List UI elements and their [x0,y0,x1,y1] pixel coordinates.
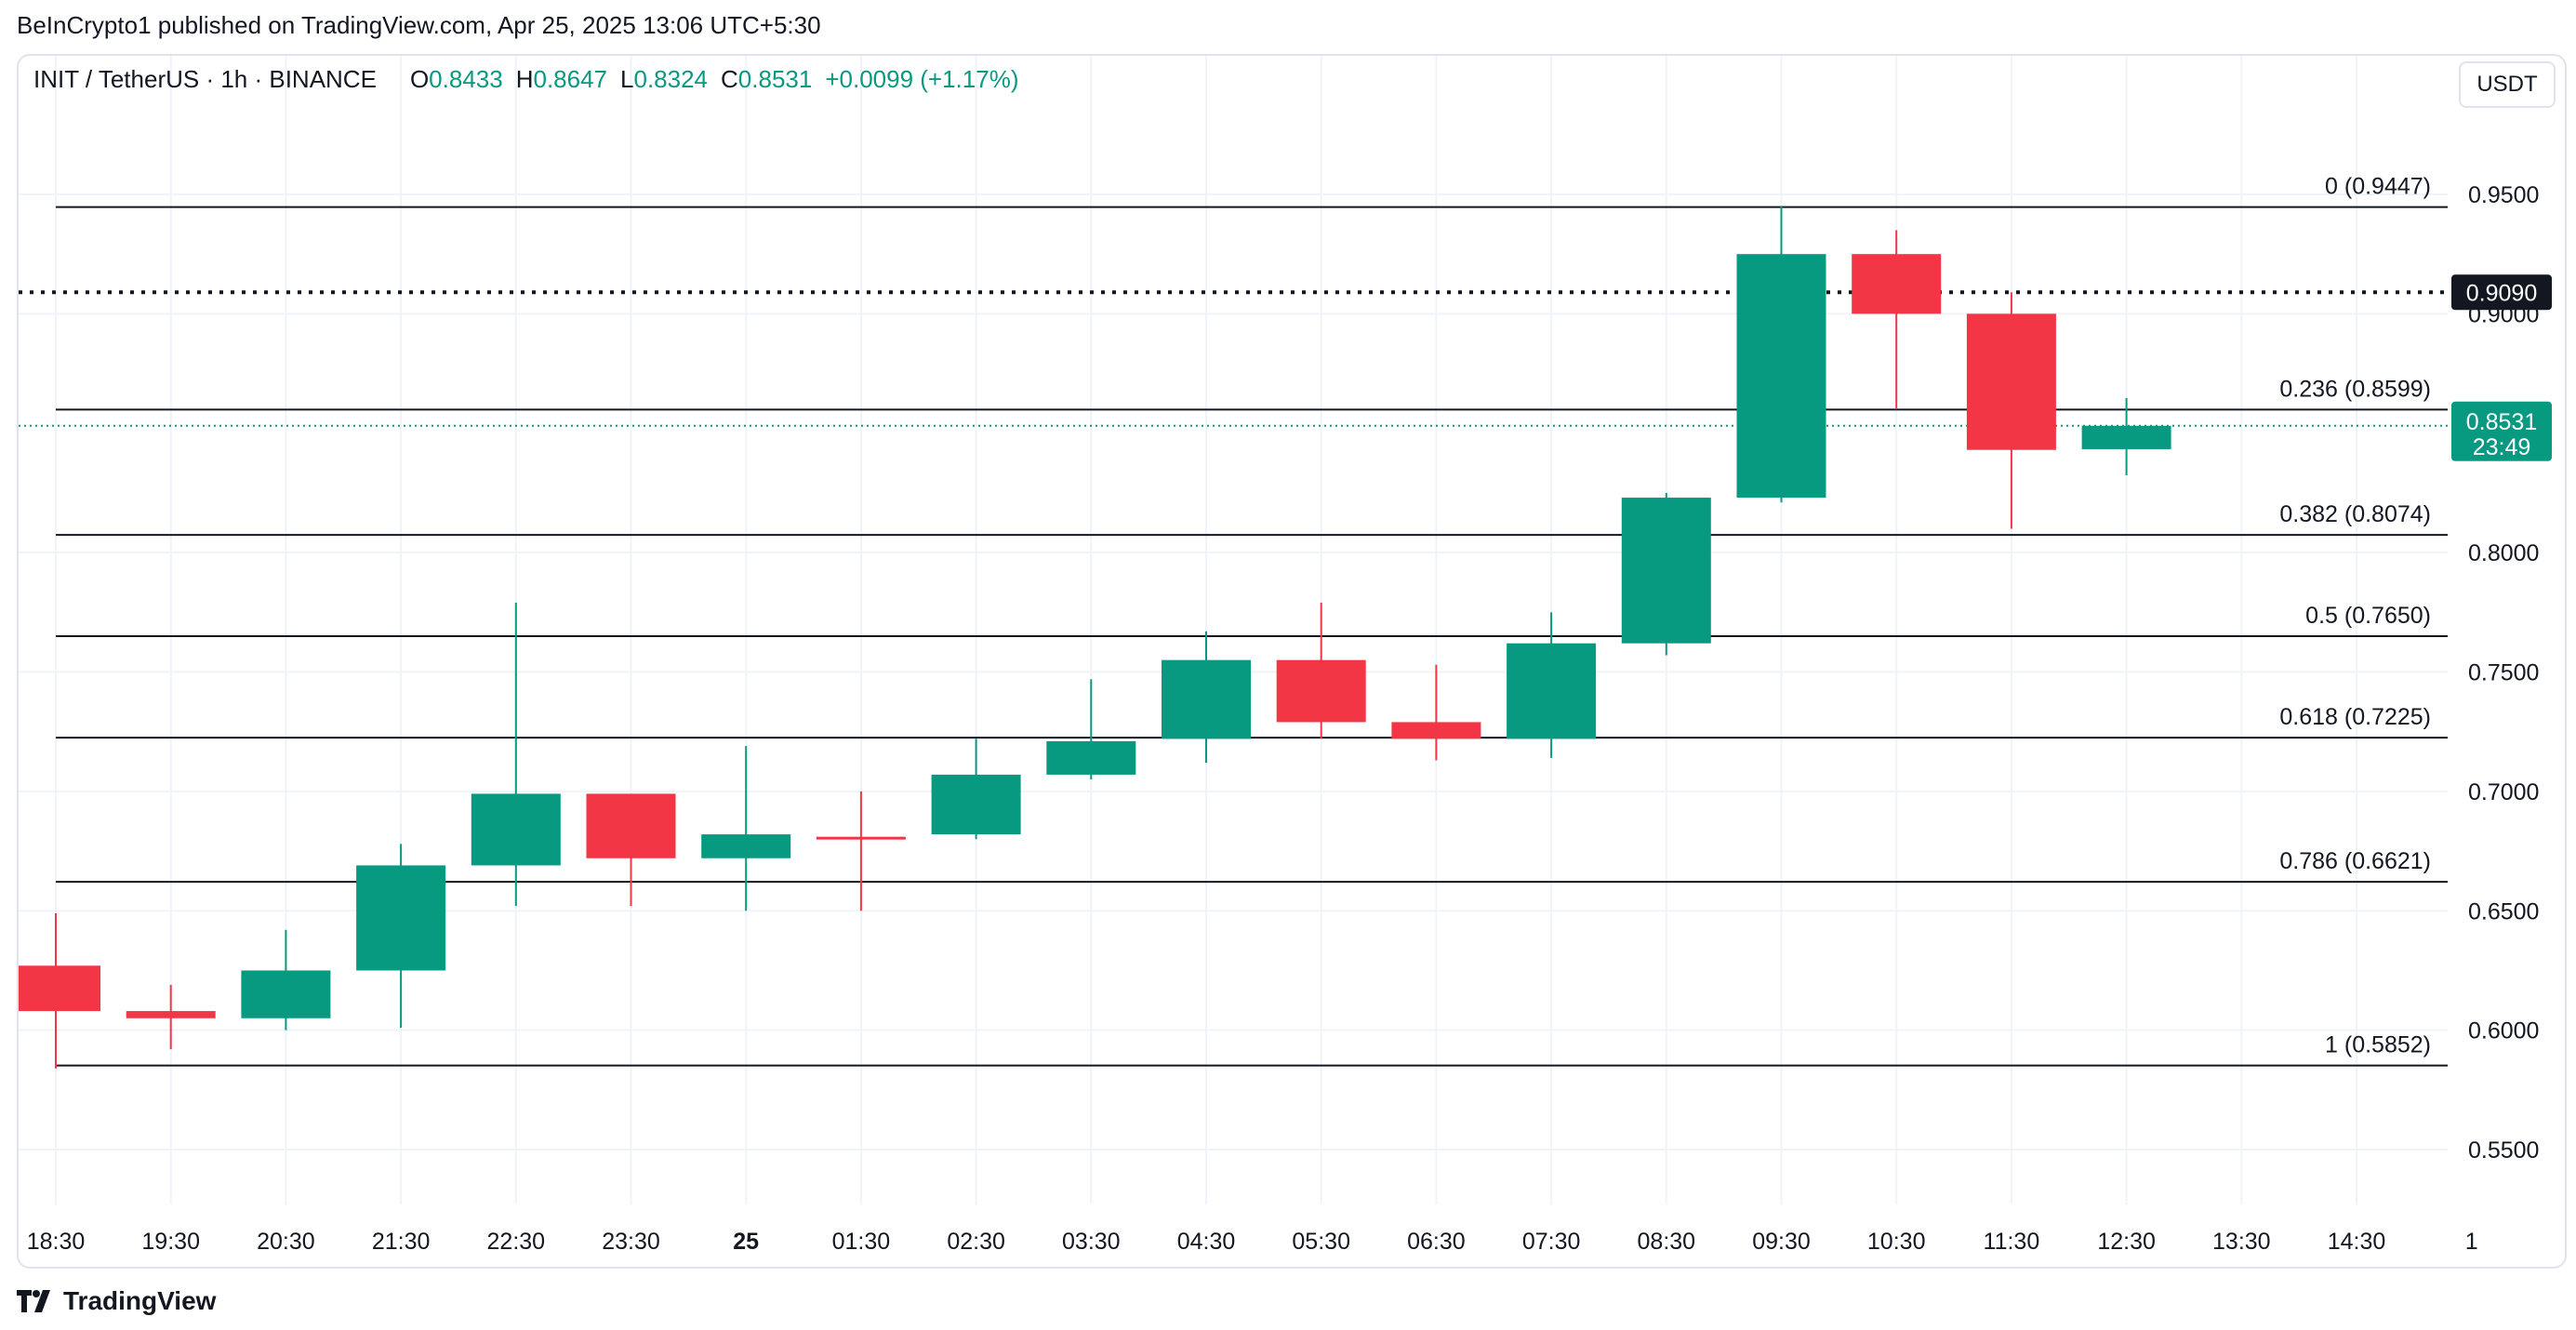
fib-level-label: 0.382 (0.8074) [2279,501,2431,527]
x-tick-label: 20:30 [257,1229,315,1255]
published-caption: BeInCrypto1 published on TradingView.com… [17,11,821,39]
x-tick-label: 01:30 [832,1229,891,1255]
candle-body-up [1162,659,1251,739]
y-tick-label: 0.6500 [2468,898,2539,924]
candle-body-up [1046,740,1136,775]
x-tick-label: 10:30 [1867,1229,1926,1255]
candle-body-down [816,836,906,840]
x-tick-label: 19:30 [141,1229,200,1255]
y-tick-label: 0.7000 [2468,779,2539,805]
candle-body-up [701,834,791,858]
dotted-price-tag [2451,274,2552,311]
x-tick-label: 07:30 [1522,1229,1581,1255]
low-value: 0.8324 [633,65,709,93]
x-tick-label: 12:30 [2097,1229,2156,1255]
candle-body-up [931,774,1021,835]
fib-level-label: 0.236 (0.8599) [2279,376,2431,402]
x-tick-label: 21:30 [372,1229,431,1255]
candle-body-up [2081,425,2171,449]
ohlc-legend: INIT / TetherUS · 1h · BINANCE O 0.8433 H… [33,65,1018,94]
candle-body-down [19,965,100,1012]
x-tick-label: 13:30 [2212,1229,2271,1255]
y-tick-label: 0.6000 [2468,1018,2539,1044]
high-value: 0.8647 [533,65,608,93]
fib-level-label: 0.786 (0.6621) [2279,848,2431,874]
x-tick-label: 25 [733,1229,759,1255]
tradingview-logo[interactable]: TradingView [17,1285,216,1317]
x-tick-label: 22:30 [487,1229,546,1255]
x-tick-label: 09:30 [1752,1229,1811,1255]
candle-body-up [356,865,446,971]
x-tick-label: 06:30 [1407,1229,1466,1255]
close-value: 0.8531 [737,65,813,93]
last-price-label: 0.8531 [2466,409,2537,435]
candle-body-down [586,793,676,858]
candle-body-down [126,1011,216,1018]
x-tick-label: 14:30 [2328,1229,2386,1255]
y-tick-label: 0.5500 [2468,1137,2539,1164]
close-label: C [721,65,738,93]
fib-level-label: 0.618 (0.7225) [2279,704,2431,730]
x-tick-label: 04:30 [1177,1229,1236,1255]
candle-body-up [1507,643,1597,739]
x-tick-label: 03:30 [1062,1229,1121,1255]
candle-body-down [1852,254,1942,314]
low-label: L [620,65,634,93]
open-value: 0.8433 [429,65,503,93]
fib-level-label: 0 (0.9447) [2325,174,2431,200]
candle-body-up [1736,254,1826,499]
dotted-price-label: 0.9090 [2466,280,2537,306]
symbol-label[interactable]: INIT / TetherUS · 1h · BINANCE [33,65,377,93]
x-tick-label: 08:30 [1638,1229,1696,1255]
y-tick-label: 0.7500 [2468,660,2539,686]
x-tick-label: 05:30 [1292,1229,1350,1255]
candle-body-up [1621,498,1711,644]
tradingview-logo-text: TradingView [63,1286,217,1315]
last-price-countdown: 23:49 [2473,434,2531,460]
open-label: O [409,65,430,93]
candle-body-down [1391,722,1481,739]
chart-frame [17,54,2567,1269]
tradingview-logo-icon [17,1290,50,1312]
candle-body-up [471,793,561,866]
last-price-tag [2451,401,2552,461]
fib-level-label: 1 (0.5852) [2325,1032,2431,1058]
candle-body-up [241,970,331,1018]
x-tick-label: 23:30 [602,1229,660,1255]
change-value: +0.0099 (+1.17%) [825,65,1019,93]
x-tick-label: 18:30 [27,1229,86,1255]
x-tick-label: 1 [2465,1229,2478,1255]
x-tick-label: 02:30 [947,1229,1005,1255]
candle-body-down [1966,313,2056,450]
x-tick-label: 11:30 [1984,1229,2040,1255]
high-label: H [515,65,534,93]
y-tick-label: 0.9500 [2468,182,2539,208]
fib-level-label: 0.5 (0.7650) [2305,603,2431,629]
currency-button[interactable]: USDT [2459,61,2556,108]
y-tick-label: 0.8000 [2468,540,2539,566]
candle-body-down [1276,659,1366,723]
